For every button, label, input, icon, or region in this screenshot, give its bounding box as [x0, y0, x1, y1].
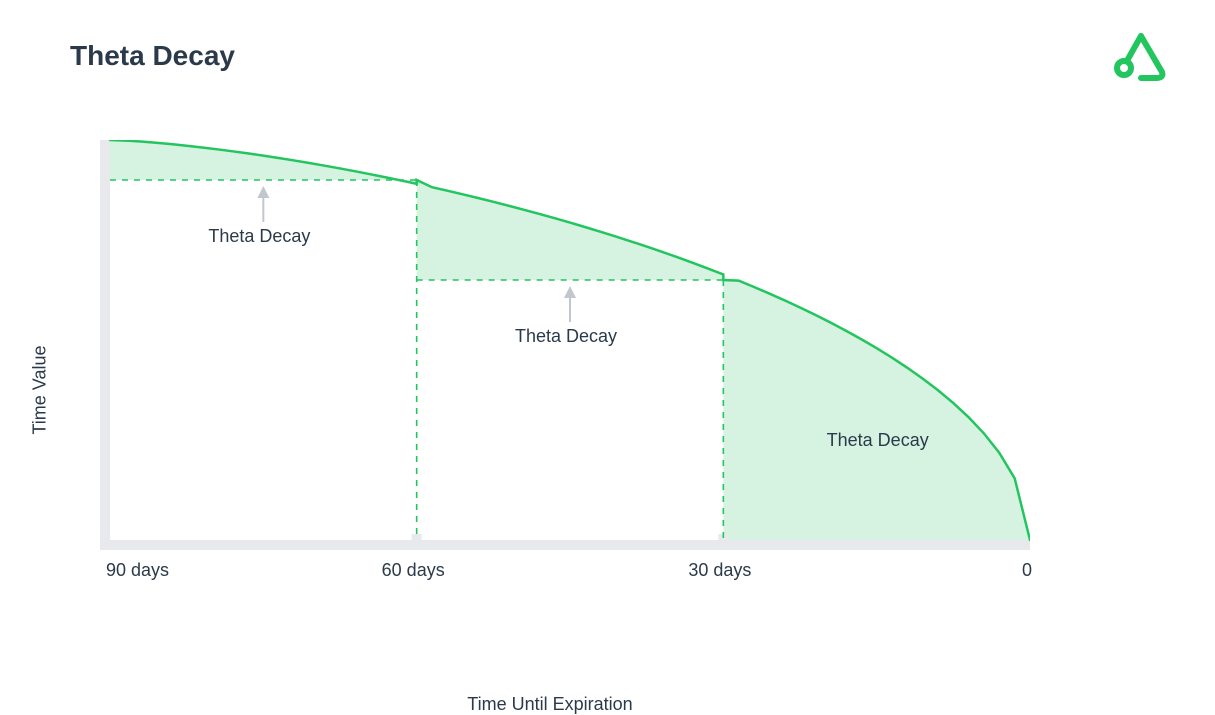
x-tick-label: 60 days	[382, 560, 445, 581]
x-tick-stub	[412, 534, 422, 550]
x-tick-label: 0	[1022, 560, 1032, 581]
annotation-label: Theta Decay	[827, 430, 929, 451]
theta-decay-region	[723, 274, 1030, 540]
x-axis-label: Time Until Expiration	[467, 694, 632, 715]
y-axis-label: Time Value	[30, 345, 51, 434]
x-tick-label: 30 days	[688, 560, 751, 581]
chart-container: Theta Decay Time Value 90 days 60 days 30 …	[0, 0, 1215, 711]
annotation-arrow-head	[564, 286, 576, 298]
chart-svg	[70, 140, 1030, 560]
annotation-label: Theta Decay	[515, 326, 617, 347]
annotation-label: Theta Decay	[208, 226, 310, 247]
annotation-arrow-head	[257, 186, 269, 198]
brand-logo-icon	[1112, 28, 1170, 91]
chart-area: Time Value 90 days60 days30 days0 Theta …	[70, 140, 1030, 640]
theta-decay-region	[110, 140, 417, 184]
x-tick-label: 90 days	[106, 560, 169, 581]
x-axis	[100, 540, 1030, 550]
chart-title: Theta Decay	[70, 40, 235, 72]
y-axis	[100, 140, 110, 550]
